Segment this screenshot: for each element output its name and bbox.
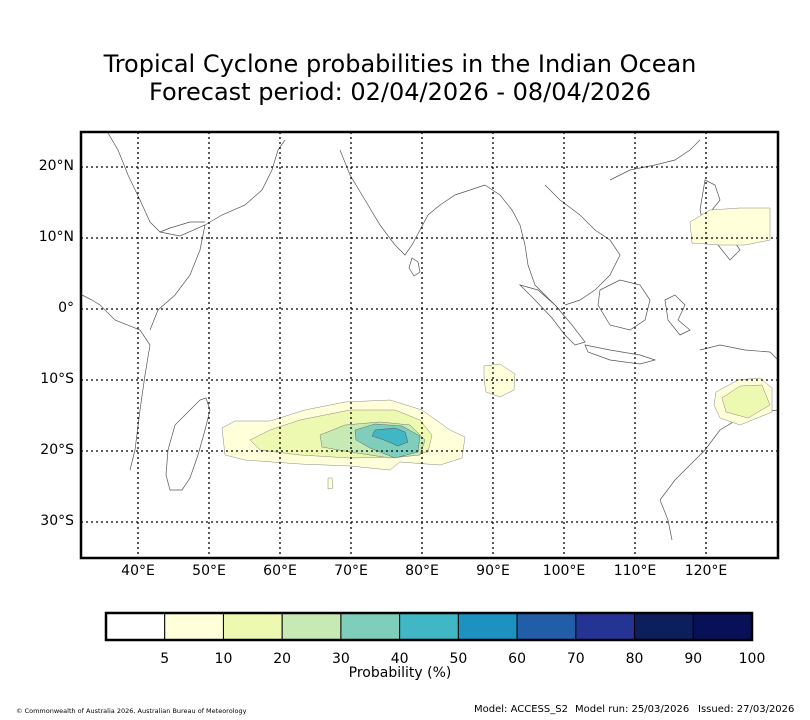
colorbar-tick: 50 — [449, 651, 468, 667]
colorbar-tick: 90 — [684, 651, 703, 667]
model-name: Model: ACCESS_S2 — [474, 704, 568, 715]
lon-label: 120°E — [684, 563, 728, 579]
colorbar-tick: 60 — [508, 651, 526, 667]
colorbar-segment — [105, 612, 166, 641]
colorbar-tick: 40 — [390, 651, 409, 667]
copyright-notice: © Commonwealth of Australia 2026, Austra… — [16, 707, 247, 715]
lon-label: 110°E — [613, 563, 657, 579]
lon-label: 40°E — [121, 563, 155, 579]
colorbar-segment — [222, 612, 283, 641]
colorbar-tick: 70 — [566, 651, 585, 667]
lat-label: 10°N — [38, 229, 74, 245]
colorbar-title: Probability (%) — [348, 665, 452, 681]
issued-date: Issued: 27/03/2026 — [698, 704, 795, 715]
lon-label: 80°E — [405, 563, 439, 579]
probability-contours — [221, 207, 773, 490]
lon-label: 100°E — [542, 563, 586, 579]
lat-label: 0° — [58, 300, 74, 316]
lat-label: 30°S — [40, 513, 74, 529]
colorbar-tick: 30 — [331, 651, 350, 667]
map-title: Tropical Cyclone probabilities in the In… — [103, 50, 697, 78]
map-frame — [79, 130, 780, 560]
colorbar-segment — [164, 612, 224, 641]
colorbar-tick: 10 — [214, 651, 233, 667]
lat-label: 20°S — [40, 442, 74, 458]
colorbar-segment — [340, 612, 401, 641]
lon-label: 90°E — [476, 563, 510, 579]
colorbar-tick: 20 — [273, 651, 292, 667]
colorbar-frame — [104, 611, 754, 642]
colorbar-segment — [634, 612, 694, 641]
forecast-period: Forecast period: 02/04/2026 - 08/04/2026 — [149, 78, 651, 106]
colorbar-segment — [692, 612, 753, 641]
lon-label: 70°E — [334, 563, 368, 579]
lon-label: 60°E — [263, 563, 297, 579]
colorbar-segment — [516, 612, 577, 641]
contour-40 — [371, 427, 409, 447]
contour-5-east — [483, 363, 516, 398]
graticule — [81, 132, 778, 558]
model-run-date: Model run: 25/03/2026 — [575, 704, 690, 715]
colorbar-tick: 80 — [625, 651, 644, 667]
colorbar-segment — [281, 612, 342, 641]
colorbar-segment — [457, 612, 518, 641]
lon-label: 50°E — [192, 563, 226, 579]
contour-5-philippines — [689, 207, 771, 246]
lat-label: 10°S — [40, 371, 74, 387]
colorbar-segment — [575, 612, 636, 641]
colorbar-tick: 100 — [738, 651, 766, 667]
colorbar-segment — [399, 612, 459, 641]
colorbar-tick: 5 — [160, 651, 170, 667]
lat-label: 20°N — [38, 158, 74, 174]
